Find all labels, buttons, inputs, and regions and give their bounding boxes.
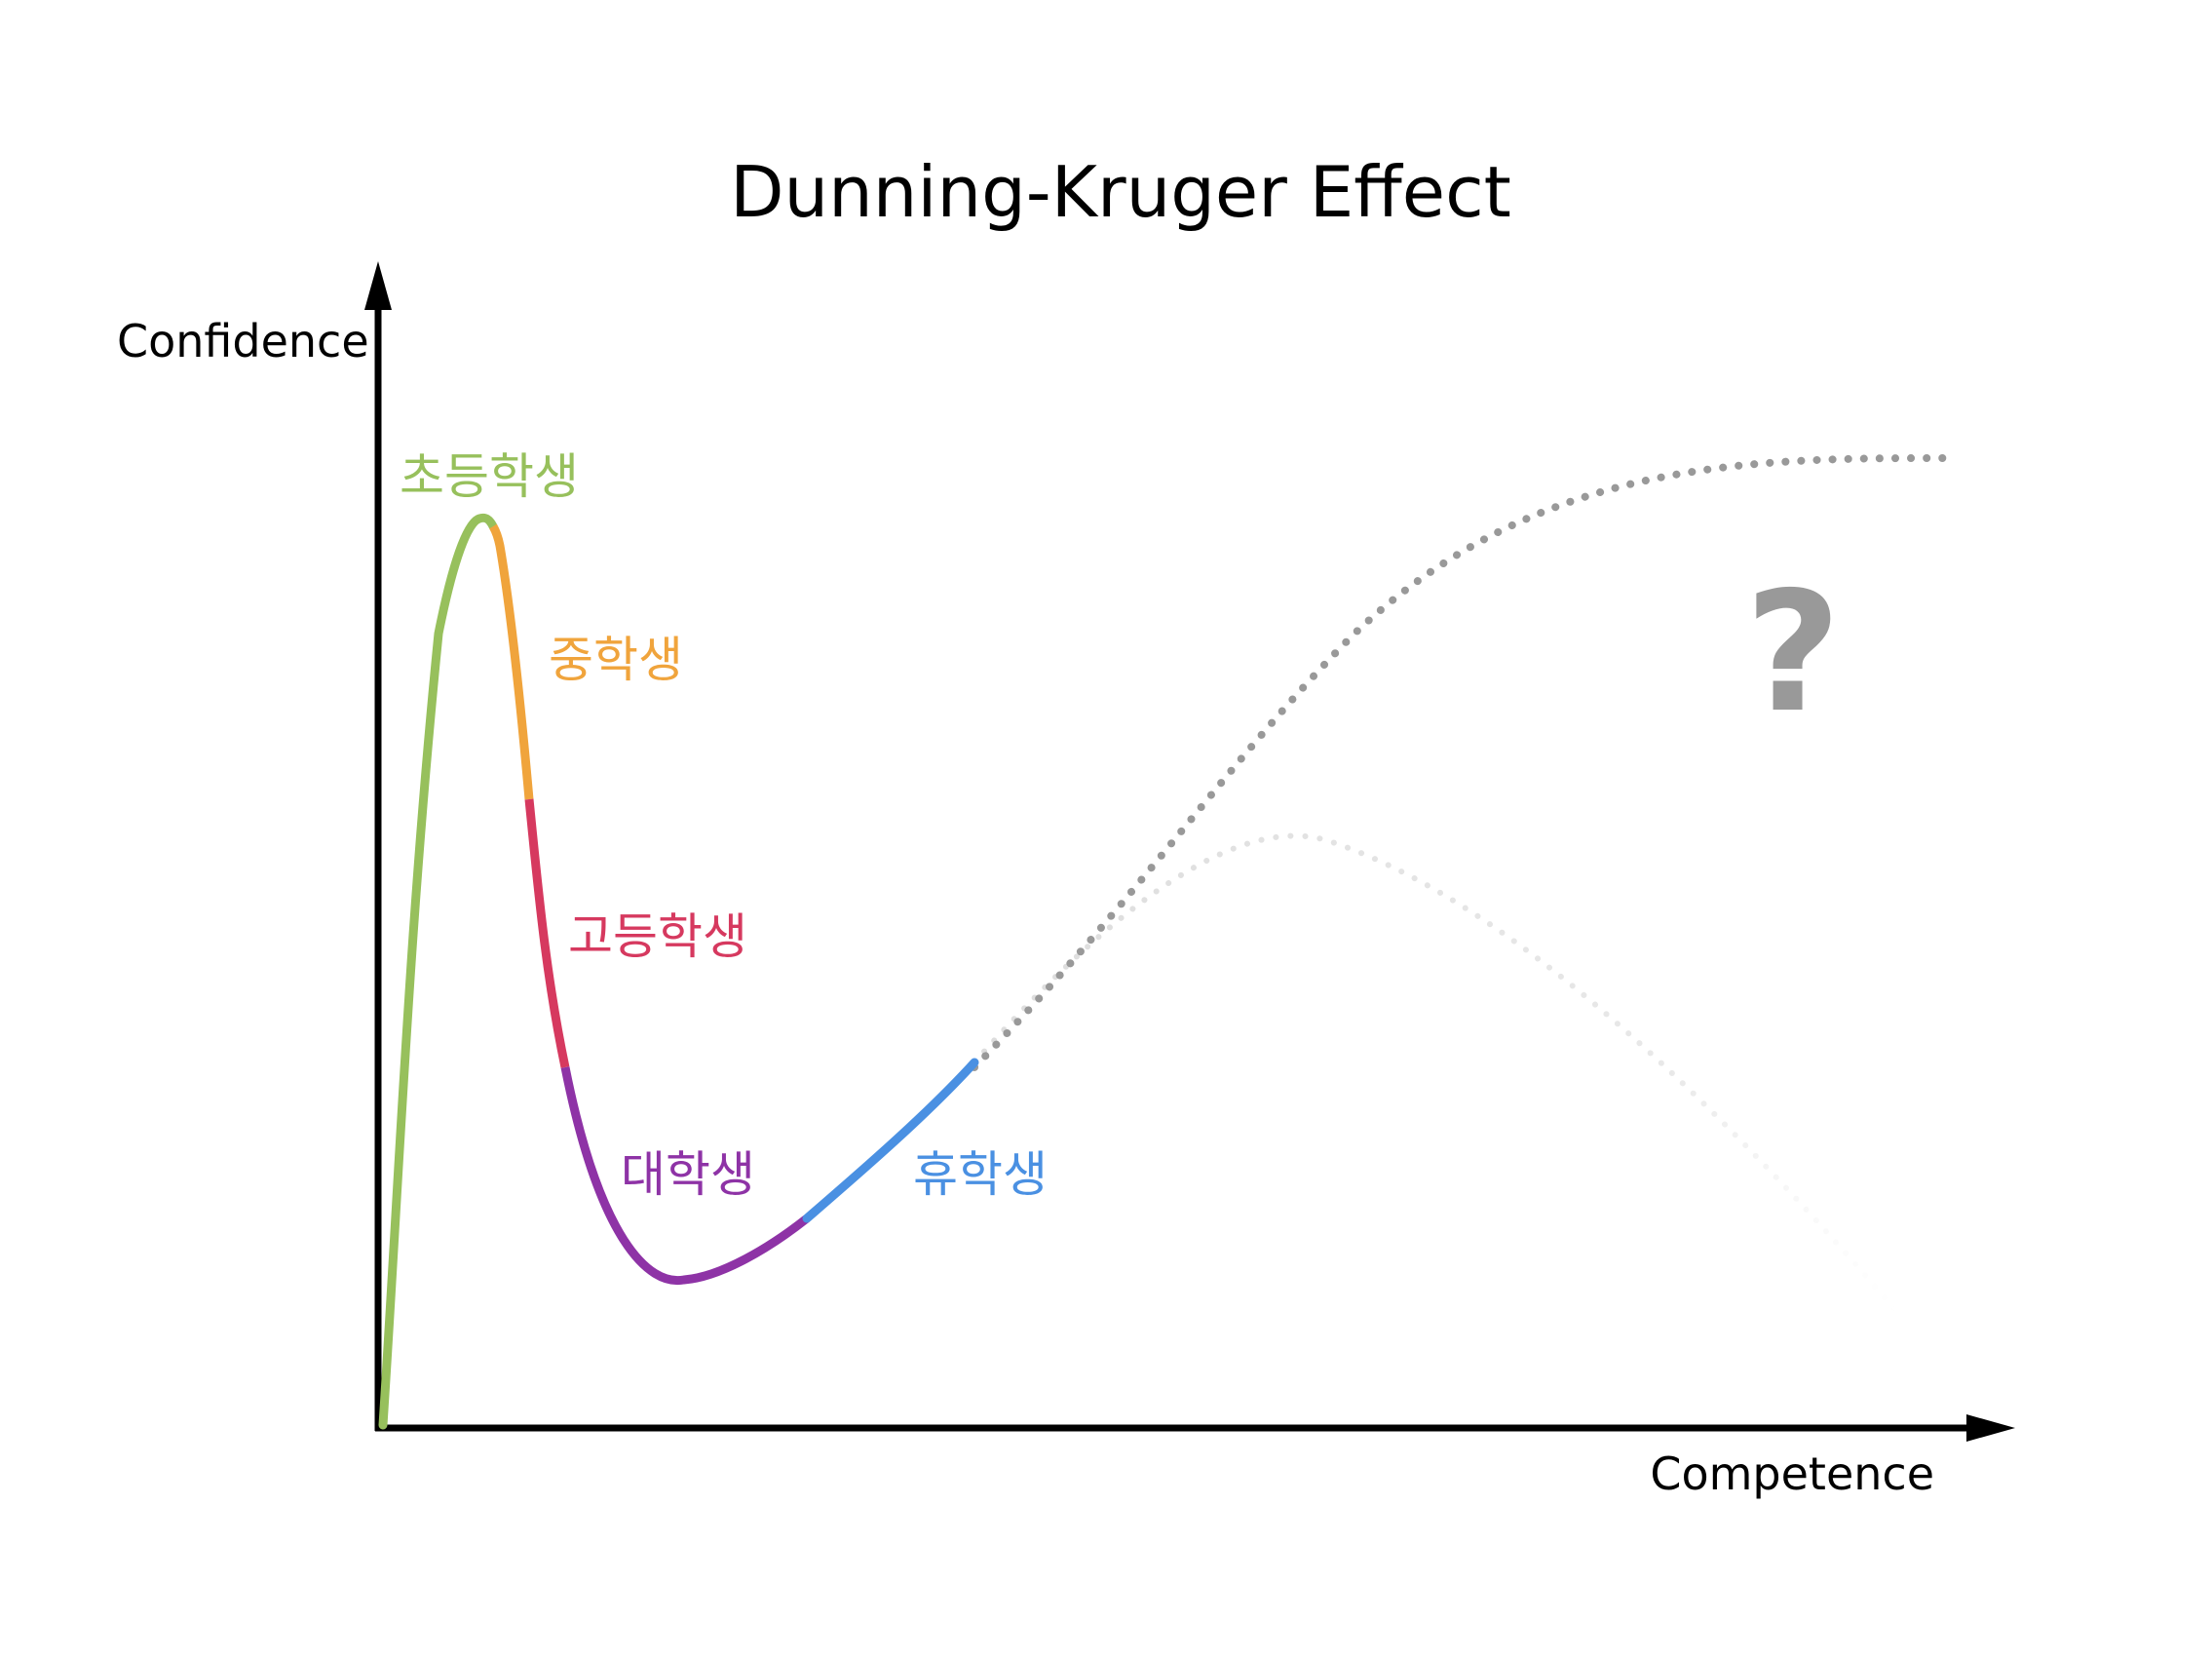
y-axis-label: Confidence	[117, 315, 369, 367]
x-axis-label: Competence	[1650, 1447, 1934, 1500]
curve-segment-middle	[489, 523, 534, 800]
curve-segment-leave	[802, 1058, 979, 1223]
stage-label-high: 고등학생	[568, 908, 747, 965]
stage-label-elementary: 초등학생	[400, 448, 579, 505]
curve-segment-university	[560, 1066, 810, 1286]
x-axis-arrowhead	[1966, 1414, 2015, 1442]
diagram-title: Dunning-Kruger Effect	[730, 151, 1511, 233]
question-mark-icon: ?	[1745, 557, 1842, 750]
curve-segment-elementary	[378, 513, 498, 1430]
projection-upper-curve	[971, 454, 1953, 1071]
stage-label-middle: 중학생	[549, 632, 683, 688]
y-axis-arrowhead	[364, 261, 392, 310]
stage-label-university: 대학생	[621, 1146, 755, 1203]
curve-segment-high	[524, 798, 570, 1068]
stage-label-leave: 휴학생	[913, 1146, 1048, 1203]
projection-lower-curve	[972, 832, 1903, 1319]
